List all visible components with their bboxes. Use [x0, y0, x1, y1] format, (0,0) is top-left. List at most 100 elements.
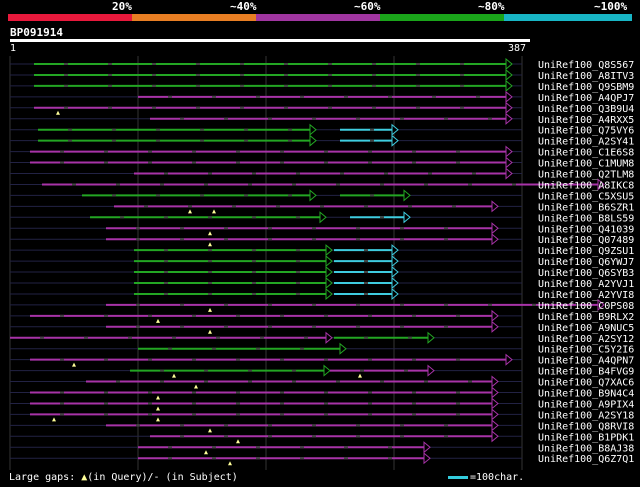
segment-arrow-icon	[391, 265, 399, 279]
hit-row[interactable]: UniRef100_A8IKC8	[10, 178, 634, 191]
hit-label[interactable]: UniRef100_A2YVJ1	[538, 279, 634, 290]
hit-row[interactable]: UniRef100_C0PS08	[10, 298, 634, 312]
hit-row[interactable]: UniRef100_A4QPJ7	[10, 90, 634, 104]
hit-row[interactable]: UniRef100_Q41039	[10, 222, 634, 236]
hit-row[interactable]: UniRef100_B1PDK1	[10, 430, 634, 444]
hit-label[interactable]: UniRef100_B4FVG9	[538, 367, 634, 378]
hit-label[interactable]: UniRef100_A9PIX4	[538, 399, 634, 410]
hit-row[interactable]: UniRef100_B8AJ38	[10, 441, 634, 455]
hit-row[interactable]: UniRef100_C1E6S8	[10, 145, 634, 159]
hit-label[interactable]: UniRef100_Q6Z7Q1	[538, 454, 634, 465]
hit-row[interactable]: UniRef100_A2SY18	[10, 408, 634, 422]
hit-row[interactable]: UniRef100_Q07489	[10, 233, 634, 247]
hit-label[interactable]: UniRef100_A2SY12	[538, 334, 634, 345]
hit-row[interactable]: UniRef100_Q9SBM9	[10, 79, 634, 93]
query-gap-icon	[156, 417, 160, 422]
hit-label[interactable]: UniRef100_Q2TLM8	[538, 170, 634, 181]
hit-label[interactable]: UniRef100_A4QPN7	[538, 356, 634, 367]
query-gap-icon	[156, 395, 160, 400]
hit-row[interactable]: UniRef100_A4RXX5	[10, 112, 634, 126]
segment-arrow-icon	[391, 287, 399, 301]
segment-arrow-icon	[391, 276, 399, 290]
hit-row[interactable]: UniRef100_A2YVI8	[10, 287, 634, 301]
hit-label[interactable]: UniRef100_A9NUC5	[538, 323, 634, 334]
hit-row[interactable]: UniRef100_A8ITV3	[10, 68, 634, 82]
hit-label[interactable]: UniRef100_Q9ZSU1	[538, 246, 634, 257]
hit-row[interactable]: UniRef100_Q6Z7Q1	[10, 452, 634, 466]
hit-label[interactable]: UniRef100_Q8RVI8	[538, 421, 634, 432]
hit-row[interactable]: UniRef100_B9N4C4	[10, 386, 634, 400]
segment-arrow-icon	[325, 276, 333, 290]
hit-row[interactable]: UniRef100_C5Y2I6	[10, 342, 634, 356]
hit-label[interactable]: UniRef100_C1MUM8	[538, 159, 634, 170]
query-gap-icon	[172, 373, 176, 378]
hit-row[interactable]: UniRef100_Q6YWJ7	[10, 255, 634, 268]
gap-marker-icon: ▲	[81, 472, 88, 483]
hit-label[interactable]: UniRef100_Q8S567	[538, 60, 634, 71]
hit-row[interactable]: UniRef100_A4QPN7	[10, 353, 634, 367]
hit-label[interactable]: UniRef100_B8LS59	[538, 213, 634, 224]
hit-label[interactable]: UniRef100_C0PS08	[538, 301, 634, 312]
hit-label[interactable]: UniRef100_Q9SBM9	[538, 82, 634, 93]
hit-row[interactable]: UniRef100_Q9ZSU1	[10, 244, 634, 257]
hit-label[interactable]: UniRef100_A8ITV3	[538, 71, 634, 82]
hit-row[interactable]: UniRef100_Q7XAC6	[10, 375, 634, 389]
scale-sample-icon	[448, 475, 468, 479]
hit-row[interactable]: UniRef100_A2SY41	[10, 134, 634, 148]
segment-arrow-icon	[309, 123, 317, 136]
hit-label[interactable]: UniRef100_B1PDK1	[538, 432, 634, 443]
hit-label[interactable]: UniRef100_A2SY18	[538, 410, 634, 421]
hit-label[interactable]: UniRef100_C5Y2I6	[538, 345, 634, 356]
hit-label[interactable]: UniRef100_B8AJ38	[538, 443, 634, 454]
hit-label[interactable]: UniRef100_B9N4C4	[538, 389, 634, 400]
hit-row[interactable]: UniRef100_Q8S567	[10, 57, 634, 71]
hit-row[interactable]: UniRef100_B4FVG9	[10, 364, 634, 378]
segment-arrow-icon	[491, 375, 499, 388]
hit-label[interactable]: UniRef100_A8IKC8	[538, 180, 634, 191]
segment-arrow-icon	[391, 255, 399, 268]
hit-row[interactable]: UniRef100_Q75VY6	[10, 123, 634, 137]
hit-label[interactable]: UniRef100_A4RXX5	[538, 115, 634, 126]
hit-row[interactable]: UniRef100_A9NUC5	[10, 320, 634, 334]
segment-arrow-icon	[505, 57, 513, 71]
hit-row[interactable]: UniRef100_Q6SYB3	[10, 265, 634, 279]
hit-row[interactable]: UniRef100_A9PIX4	[10, 397, 634, 411]
hit-label[interactable]: UniRef100_A4QPJ7	[538, 93, 634, 104]
segment-arrow-icon	[597, 298, 605, 311]
hit-row[interactable]: UniRef100_Q3B9U4	[10, 101, 634, 115]
query-gap-icon	[208, 242, 212, 247]
hit-row[interactable]: UniRef100_B8LS59	[10, 211, 634, 224]
hit-label[interactable]: UniRef100_Q7XAC6	[538, 378, 634, 389]
hit-label[interactable]: UniRef100_Q75VY6	[538, 126, 634, 137]
query-gap-icon	[72, 362, 76, 367]
segment-arrow-icon	[491, 200, 499, 213]
scale-segment-40	[132, 14, 256, 21]
hit-label[interactable]: UniRef100_Q6SYB3	[538, 268, 634, 279]
hit-row[interactable]: UniRef100_A2YVJ1	[10, 276, 634, 290]
hit-label[interactable]: UniRef100_Q41039	[538, 224, 634, 235]
hit-label[interactable]: UniRef100_A2YVI8	[538, 290, 634, 301]
segment-arrow-icon	[427, 364, 435, 377]
hit-label[interactable]: UniRef100_Q6YWJ7	[538, 257, 634, 268]
hit-row[interactable]: UniRef100_Q2TLM8	[10, 167, 634, 181]
hit-row[interactable]: UniRef100_Q8RVI8	[10, 419, 634, 433]
query-gap-icon	[208, 307, 212, 312]
hit-row[interactable]: UniRef100_B9RLX2	[10, 309, 634, 323]
hit-label[interactable]: UniRef100_Q07489	[538, 235, 634, 246]
hit-row[interactable]: UniRef100_C1MUM8	[10, 156, 634, 170]
scale-segment-100	[504, 14, 632, 21]
segment-arrow-icon	[597, 178, 605, 191]
hit-label[interactable]: UniRef100_B6SZR1	[538, 202, 634, 213]
identity-scale-bar: 20% ~40% ~60% ~80% ~100%	[8, 0, 632, 24]
hit-label[interactable]: UniRef100_C5XSU5	[538, 191, 634, 202]
hit-label[interactable]: UniRef100_C1E6S8	[538, 148, 634, 159]
hit-row[interactable]: UniRef100_B6SZR1	[10, 200, 634, 214]
segment-arrow-icon	[325, 255, 333, 268]
hit-row[interactable]: UniRef100_C5XSU5	[10, 189, 634, 202]
hit-label[interactable]: UniRef100_B9RLX2	[538, 312, 634, 323]
segment-arrow-icon	[423, 452, 431, 465]
hit-row[interactable]: UniRef100_A2SY12	[10, 331, 634, 345]
hit-label[interactable]: UniRef100_Q3B9U4	[538, 104, 634, 115]
hit-label[interactable]: UniRef100_A2SY41	[538, 137, 634, 148]
scale-segment-80	[380, 14, 504, 21]
